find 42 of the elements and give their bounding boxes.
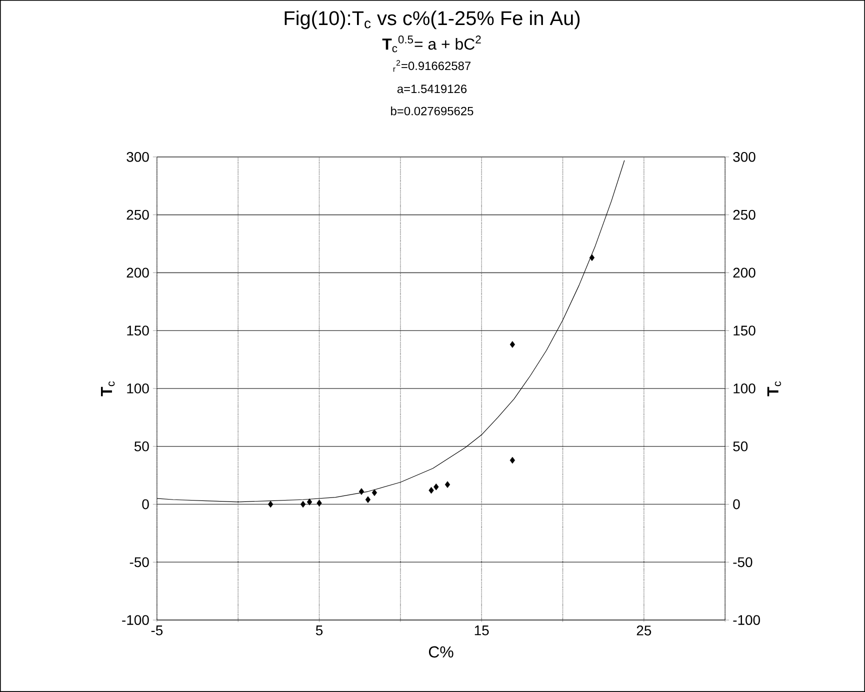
x-tick-label: 25 <box>636 626 652 636</box>
y-tick-label: 200 <box>126 268 149 278</box>
chart-title: Fig(10):T$_{c}$ vs c%(1-25% Fe in Au) <box>284 10 580 30</box>
x-tick-label: 5 <box>316 626 323 636</box>
point <box>444 481 450 488</box>
y2-tick-label: 200 <box>733 268 756 278</box>
point <box>428 486 434 494</box>
point <box>365 496 371 504</box>
chart-subtitle: T$_{c}$$^{0.5}$= a + bC$^{2}$ <box>382 36 481 52</box>
y-tick-label: 250 <box>126 210 149 220</box>
x-tick-label: -5 <box>151 626 163 636</box>
x-axis-title: C% <box>428 646 454 658</box>
y2-tick-label: -50 <box>733 557 752 568</box>
point <box>316 500 322 507</box>
y2-tick-label: 250 <box>733 210 756 220</box>
y2-axis-title: T$_{c}$ <box>767 381 782 396</box>
y-tick-label: 0 <box>142 499 149 510</box>
y2-tick-label: 300 <box>733 152 756 162</box>
point <box>434 484 439 490</box>
y-axis-title: T$_{c}$ <box>100 381 115 396</box>
point <box>510 341 516 348</box>
point <box>358 488 364 495</box>
x-tick-label: 15 <box>474 626 489 636</box>
point <box>372 489 378 496</box>
point <box>306 498 312 506</box>
y-tick-label: -50 <box>130 557 149 568</box>
y2-tick-label: 150 <box>734 326 756 336</box>
y2-tick-label: 50 <box>733 441 748 452</box>
y-tick-label: 50 <box>134 441 149 452</box>
y2-tick-label: 0 <box>733 499 740 510</box>
text: b=0.027695625 <box>391 106 474 116</box>
y-tick-label: 150 <box>127 326 149 336</box>
point <box>300 500 306 508</box>
y2-tick-label: 100 <box>734 384 756 394</box>
y-tick-label: -100 <box>122 615 149 625</box>
text: a=1.5419126 <box>397 84 467 94</box>
y-tick-label: 300 <box>126 152 149 162</box>
point <box>589 254 595 262</box>
point <box>268 500 274 508</box>
y2-tick-label: -100 <box>733 615 760 625</box>
point <box>510 456 516 464</box>
y-tick-label: 100 <box>127 384 149 394</box>
